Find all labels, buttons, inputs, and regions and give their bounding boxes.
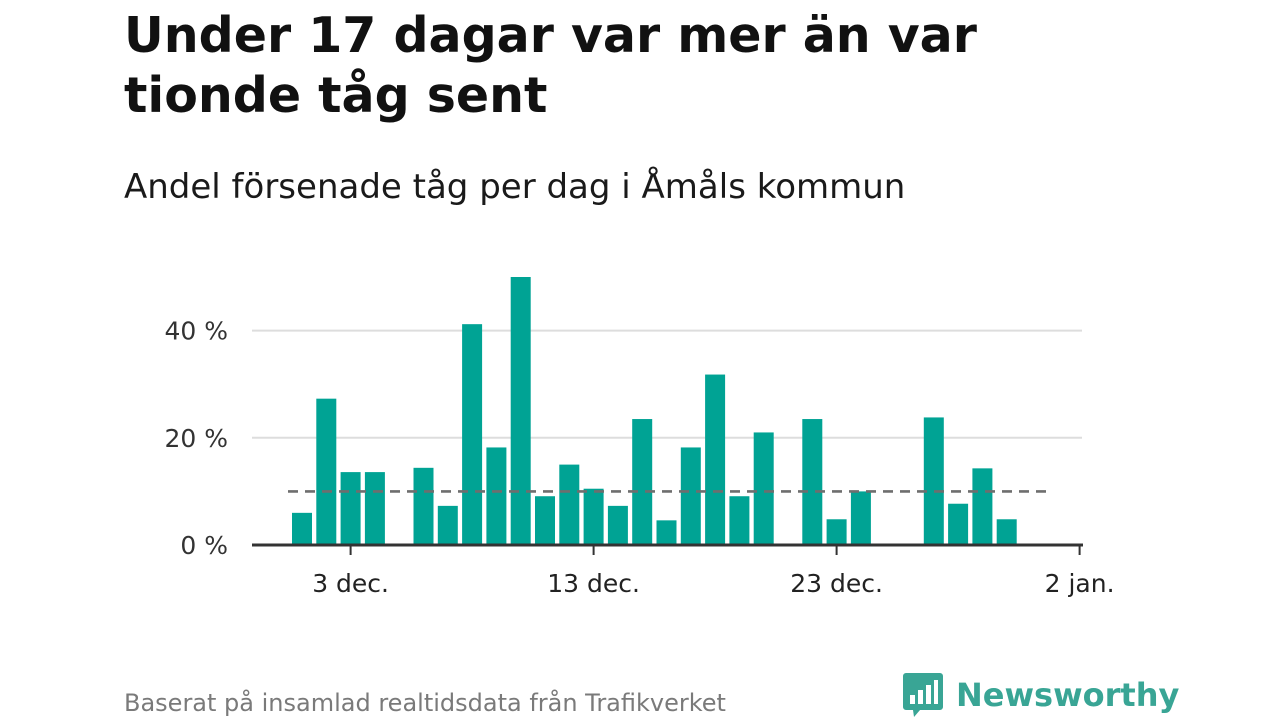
bar: [535, 496, 555, 545]
x-axis: 3 dec. 13 dec. 23 dec. 2 jan.: [252, 543, 1115, 598]
bar: [802, 419, 823, 545]
brand-name: Newsworthy: [956, 676, 1180, 714]
bar: [340, 472, 361, 545]
y-axis-labels: 0 % 20 % 40 %: [164, 317, 228, 560]
brand: Newsworthy: [902, 670, 1179, 720]
bar: [510, 277, 531, 545]
bar: [632, 419, 653, 545]
bar: [850, 491, 871, 545]
bar: [972, 468, 993, 545]
newsworthy-logo-icon: [903, 673, 943, 717]
bar: [316, 398, 337, 545]
x-tick-label: 2 jan.: [1045, 569, 1115, 598]
x-tick-label: 3 dec.: [312, 569, 389, 598]
bar: [292, 512, 312, 545]
bar: [826, 519, 847, 545]
bar: [364, 472, 385, 545]
y-tick-label: 0 %: [180, 531, 228, 560]
bar: [705, 374, 726, 545]
bar: [462, 324, 483, 545]
x-tick-label: 13 dec.: [547, 569, 640, 598]
y-tick-label: 20 %: [164, 424, 228, 453]
bar: [437, 505, 458, 545]
bar: [413, 467, 434, 545]
bar: [680, 447, 701, 545]
bar: [486, 447, 507, 545]
bar: [559, 464, 580, 545]
bars: [292, 277, 1017, 545]
chart-title: Under 17 dagar var mer än var tionde tåg…: [124, 7, 977, 124]
source-note: Baserat på insamlad realtidsdata från Tr…: [124, 689, 726, 717]
bar: [948, 503, 969, 545]
bar: [729, 496, 750, 545]
x-tick-label: 23 dec.: [790, 569, 883, 598]
bar: [923, 417, 944, 545]
bar: [607, 505, 628, 545]
bar: [656, 520, 677, 545]
gridlines: [252, 329, 1082, 439]
bar-chart: 3 dec. 13 dec. 23 dec. 2 jan. 0 % 20 % 40 %: [164, 277, 1115, 598]
chart-subtitle: Andel försenade tåg per dag i Åmåls komm…: [124, 167, 906, 207]
bar: [753, 432, 774, 545]
bar: [996, 519, 1017, 545]
bar: [583, 488, 604, 545]
y-tick-label: 40 %: [164, 317, 228, 346]
